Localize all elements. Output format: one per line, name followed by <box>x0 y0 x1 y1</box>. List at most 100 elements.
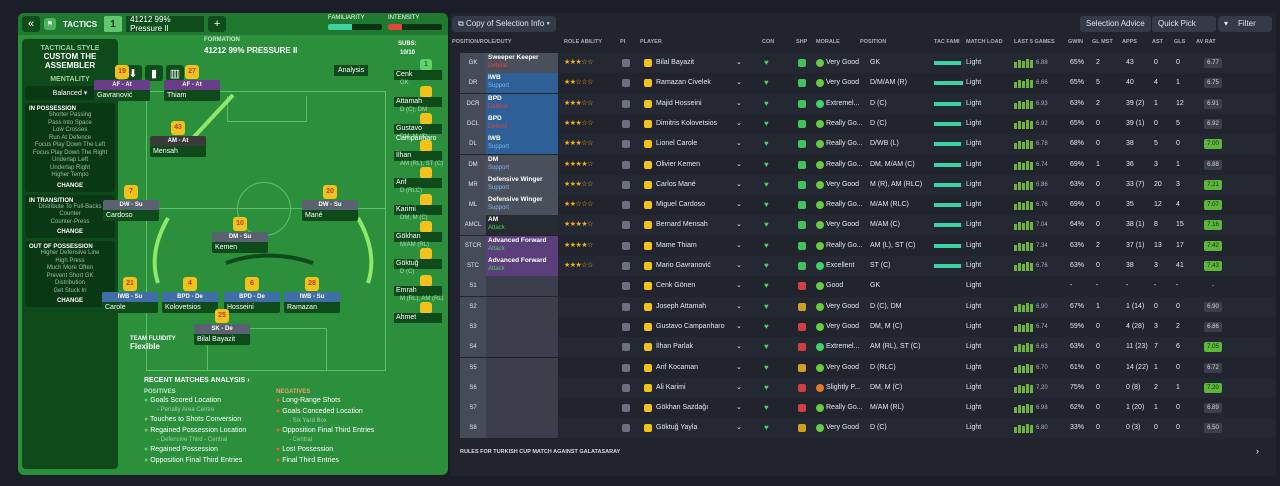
match-rules-label[interactable]: RULES FOR TURKISH CUP MATCH AGAINST GALA… <box>460 449 621 455</box>
pitch-player[interactable]: 4 BPD - De Kolovetsios <box>162 277 218 313</box>
player-instructions-icon[interactable] <box>622 180 630 189</box>
expand-rules-icon[interactable]: › <box>1256 446 1259 456</box>
pitch-player[interactable]: 10 DM - Su Kemen <box>212 217 268 253</box>
column-header-gls[interactable]: GLS <box>1174 39 1186 45</box>
chevron-down-icon[interactable]: ⌄ <box>736 343 742 351</box>
column-header-glmst[interactable]: GL MST <box>1092 39 1113 45</box>
copy-selection-info-button[interactable]: ⧉ Copy of Selection Info ▾ <box>452 16 556 32</box>
table-row[interactable]: MR Defensive Winger Support ★★★☆☆ Carlos Man… <box>460 174 1276 195</box>
analysis-button[interactable]: Analysis <box>334 65 369 76</box>
chevron-down-icon[interactable]: ⌄ <box>736 221 742 229</box>
selection-advice-button[interactable]: Selection Advice <box>1080 16 1151 32</box>
role-select[interactable] <box>486 377 558 398</box>
player-name[interactable]: Lionel Carole <box>656 140 698 148</box>
player-instructions-icon[interactable] <box>622 160 630 169</box>
player-instructions-icon[interactable] <box>622 119 630 128</box>
player-instructions-icon[interactable] <box>622 363 630 372</box>
pitch-player[interactable]: 21 IWB - Su Carole <box>102 277 158 313</box>
table-row[interactable]: S7 Gökhan Sazdağı ⌄ ♥ Really Go... M/AM (RL) L… <box>460 398 1276 419</box>
pitch-player[interactable]: 6 BPD - De Hosseini <box>224 277 280 313</box>
table-row[interactable]: DL IWB Support ★★★☆☆ Lionel Carole ⌄ ♥ Really G… <box>460 134 1276 155</box>
player-name[interactable]: Mario Gavranović <box>656 262 711 269</box>
table-row[interactable]: S5 Arif Kocaman ⌄ ♥ Very Good D (RLC) Light 6.7… <box>460 357 1276 378</box>
player-instructions-icon[interactable] <box>622 343 630 352</box>
column-header-pi[interactable]: PI <box>620 39 626 45</box>
column-header-con[interactable]: CON <box>762 39 775 45</box>
role-select[interactable]: IWB Support <box>486 134 558 155</box>
role-select[interactable]: AM Attack <box>486 215 558 236</box>
add-tactic-button[interactable]: + <box>208 16 227 32</box>
sub-player[interactable]: Göktuğ D (C) <box>390 248 446 275</box>
player-name[interactable]: Carlos Mané <box>656 180 696 188</box>
player-instructions-icon[interactable] <box>622 322 630 331</box>
table-row[interactable]: S4 İlhan Parlak ⌄ ♥ Extremel... AM (RL), ST (… <box>460 337 1276 358</box>
player-instructions-icon[interactable] <box>622 201 630 210</box>
role-select[interactable]: Sweeper Keeper Defend <box>486 53 558 73</box>
sub-player[interactable]: 1 Cenk GK <box>390 59 446 86</box>
role-select[interactable]: Advanced Forward Attack <box>486 256 558 276</box>
table-row[interactable]: S8 Göktuğ Yayla ⌄ ♥ Very Good D (C) Light 6.80 3… <box>460 418 1276 439</box>
table-row[interactable]: DM DM Support ★★★★☆ Olivier Kemen ⌄ ♥ Really Go… <box>460 154 1276 175</box>
player-name[interactable]: Bilal Bayazit <box>656 59 695 66</box>
chevron-down-icon[interactable]: ⌄ <box>736 59 742 66</box>
chevron-down-icon[interactable]: ⌄ <box>736 180 742 188</box>
player-name[interactable]: Ali Karimi <box>656 383 686 391</box>
sub-player[interactable]: Karimi DM, M (C) <box>390 194 446 221</box>
player-instructions-icon[interactable] <box>622 241 630 250</box>
player-name[interactable]: Göktuğ Yayla <box>656 424 698 432</box>
chevron-down-icon[interactable]: ⌄ <box>736 79 742 87</box>
sub-player[interactable]: Emrah M (RL), AM (RL) <box>390 275 446 302</box>
column-header-gwin[interactable]: GWIN <box>1068 39 1083 45</box>
out-possession-change-button[interactable]: CHANGE <box>56 298 83 304</box>
recent-matches-title[interactable]: RECENT MATCHES ANALYSIS › <box>144 377 250 384</box>
table-row[interactable]: GK Sweeper Keeper Defend ★★★☆☆ Bilal Bayazit… <box>460 53 1276 73</box>
collapse-button[interactable]: « <box>22 16 40 32</box>
player-instructions-icon[interactable] <box>622 262 630 270</box>
table-row[interactable]: S1 Cenk Gönen ⌄ ♥ Good GK Light - - - - - - <box>460 276 1276 297</box>
tactic-slot-number[interactable]: 1 <box>104 16 123 32</box>
role-select[interactable]: DM Support <box>486 154 558 175</box>
role-select[interactable] <box>486 398 558 419</box>
player-instructions-icon[interactable] <box>622 79 630 88</box>
table-row[interactable]: ML Defensive Winger Support ★★☆☆☆ Miguel Car… <box>460 195 1276 216</box>
player-name[interactable]: Majid Hosseini <box>656 99 702 107</box>
chevron-down-icon[interactable]: ⌄ <box>736 383 742 391</box>
pitch-player[interactable]: 25 SK - De Bilal Bayazit <box>194 309 250 345</box>
sub-player[interactable]: Gökhan M/AM (RL) <box>390 221 446 248</box>
role-select[interactable]: Defensive Winger Support <box>486 174 558 195</box>
table-row[interactable]: S6 Ali Karimi ⌄ ♥ Slightly P... DM, M (C) Ligh… <box>460 377 1276 398</box>
table-row[interactable]: DCL BPD Defend ★★★☆☆ Dimitris Kolovetsios ⌄ ♥ R… <box>460 113 1276 134</box>
table-row[interactable]: S2 Joseph Attamah ⌄ ♥ Very Good D (C), DM Ligh… <box>460 296 1276 317</box>
column-header-morale[interactable]: MORALE <box>816 39 840 45</box>
quick-pick-dropdown[interactable]: ▾ <box>1218 16 1235 32</box>
column-header-pos[interactable]: POSITION/ROLE/DUTY <box>452 39 512 45</box>
column-header-position[interactable]: POSITION <box>860 39 887 45</box>
player-name[interactable]: Gustavo Campanharo <box>656 322 725 330</box>
role-select[interactable]: IWB Support <box>486 73 558 94</box>
role-select[interactable]: BPD Defend <box>486 93 558 114</box>
player-name[interactable]: Miguel Cardoso <box>656 201 706 209</box>
table-row[interactable]: DCR BPD Defend ★★★☆☆ Majid Hosseini ⌄ ♥ Extreme… <box>460 93 1276 114</box>
mentality-select[interactable]: Balanced ▾ <box>25 86 115 100</box>
chevron-down-icon[interactable]: ⌄ <box>736 241 742 249</box>
table-row[interactable]: S3 Gustavo Campanharo ⌄ ♥ Very Good DM, M (C)… <box>460 316 1276 337</box>
column-header-tacfam[interactable]: TAC FAMI <box>934 39 960 45</box>
sub-player[interactable]: Gustavo Campanharo DM, M (C) <box>390 113 446 142</box>
chevron-down-icon[interactable]: ⌄ <box>736 363 742 371</box>
player-instructions-icon[interactable] <box>622 302 630 311</box>
column-header-player[interactable]: PLAYER <box>640 39 662 45</box>
player-name[interactable]: İlhan Parlak <box>656 343 693 351</box>
chevron-down-icon[interactable]: ⌄ <box>736 140 742 148</box>
role-select[interactable] <box>486 296 558 317</box>
table-row[interactable]: AMCL AM Attack ★★★★☆ Bernard Mensah ⌄ ♥ Very Go… <box>460 215 1276 236</box>
chevron-down-icon[interactable]: ⌄ <box>736 99 742 107</box>
chevron-down-icon[interactable]: ⌄ <box>736 282 742 290</box>
player-name[interactable]: Arif Kocaman <box>656 363 699 371</box>
player-name[interactable]: Bernard Mensah <box>656 221 708 229</box>
pitch-player[interactable]: 43 AM - At Mensah <box>150 121 206 157</box>
column-header-shp[interactable]: SHP <box>796 39 808 45</box>
player-instructions-icon[interactable] <box>622 424 630 433</box>
chevron-down-icon[interactable]: ⌄ <box>736 160 742 168</box>
player-instructions-icon[interactable] <box>622 282 630 291</box>
role-select[interactable]: Advanced Forward Attack <box>486 235 558 256</box>
